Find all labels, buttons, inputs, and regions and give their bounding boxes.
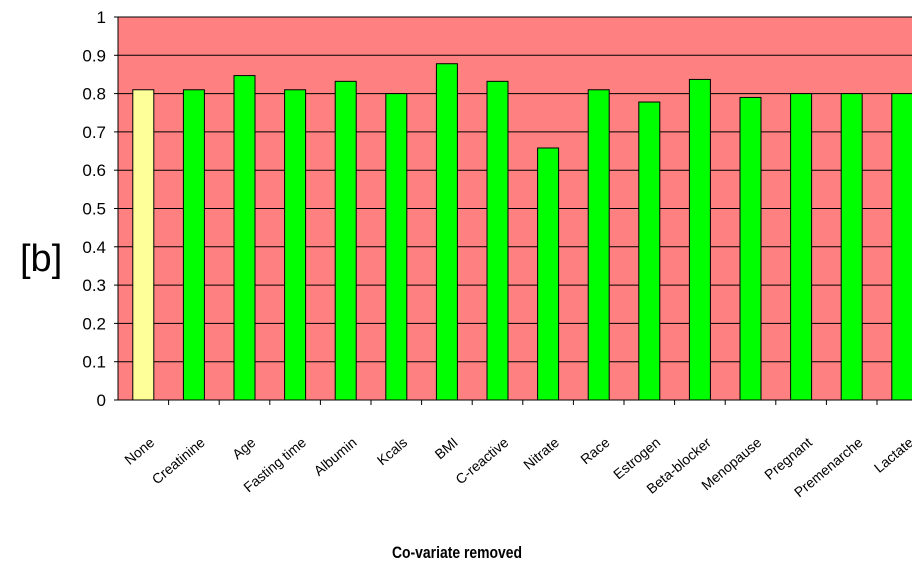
y-tick-label: 0.3 <box>82 276 106 295</box>
y-tick-label: 1 <box>97 8 106 27</box>
bar-kcals <box>385 93 408 401</box>
x-tick-label: None <box>121 434 157 468</box>
axes <box>114 16 912 405</box>
x-axis-label: Co-variate removed <box>392 544 522 563</box>
bar-estrogen <box>638 101 661 401</box>
y-tick-label: 0.2 <box>82 314 106 333</box>
y-tick-label: 0.9 <box>82 46 106 65</box>
x-tick-label: Age <box>229 434 259 462</box>
bar-race <box>587 89 610 401</box>
y-tick-label: 0 <box>97 391 106 410</box>
y-tick-label: 0.5 <box>82 200 106 219</box>
bar-albumin <box>334 80 357 401</box>
y-tick-label: 0.4 <box>82 238 106 257</box>
x-tick-label: Race <box>577 434 612 467</box>
bar-pregnant <box>790 93 813 401</box>
bar-fasting-time <box>284 89 307 401</box>
x-tick-label: C-reactive <box>452 434 511 487</box>
bar-nitrate <box>537 147 560 401</box>
x-tick-label: Albumin <box>311 434 360 479</box>
y-tick-label: 0.6 <box>82 161 106 180</box>
x-tick-label: Lactate <box>871 434 912 476</box>
y-tick-label: 0.8 <box>82 85 106 104</box>
bar-beta-blocker <box>688 78 711 401</box>
x-tick-label: Kcals <box>374 434 411 468</box>
y-tick-label: 0.1 <box>82 353 106 372</box>
x-tick-label: Creatinine <box>149 434 208 487</box>
x-tick-label: BMI <box>431 434 460 462</box>
bar-menopause <box>739 96 762 401</box>
panel-label: [b] <box>20 238 63 280</box>
bar-premenarche <box>840 93 863 401</box>
bar-bmi <box>435 63 458 401</box>
bar-creatinine <box>182 89 205 401</box>
bar-age <box>233 75 256 401</box>
bar-lactate <box>891 93 912 401</box>
y-tick-labels: 0 0.1 0.2 0.3 0.4 0.5 0.6 0.7 0.8 0.9 1 <box>82 8 106 410</box>
bars <box>132 63 912 401</box>
x-tick-label: Nitrate <box>520 434 562 473</box>
bar-c-reactive <box>486 80 509 401</box>
y-tick-label: 0.7 <box>82 123 106 142</box>
bar-none <box>132 89 155 401</box>
